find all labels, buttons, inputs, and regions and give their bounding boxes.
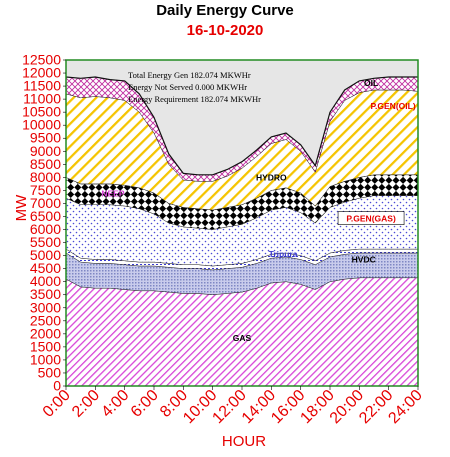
annotation-not-served: Energy Not Served 0.000 MKWHr: [128, 82, 247, 92]
x-axis-title: HOUR: [222, 433, 266, 450]
y-tick-label: 7000: [30, 195, 61, 211]
series-label-box: [337, 211, 405, 225]
y-tick-label: 1000: [30, 351, 61, 367]
x-tick-label: 4:00: [98, 387, 132, 421]
y-tick-label: 11500: [23, 78, 61, 94]
y-tick-label: 2000: [30, 325, 61, 341]
y-tick-label: 8000: [30, 169, 61, 185]
y-tick-label: 0: [53, 378, 61, 394]
chart-title: Daily Energy Curve: [156, 2, 294, 19]
series-label-gas: GAS: [233, 333, 252, 343]
y-tick-label: 7500: [30, 182, 61, 198]
series-label-tripura: Tripura: [269, 249, 298, 259]
annotation-total-gen: Total Energy Gen 182.074 MKWHr: [128, 70, 251, 80]
y-tick-label: 3500: [30, 286, 61, 302]
y-tick-label: 11000: [23, 91, 61, 107]
series-labels: GAS HVDC Tripura P.GEN(GAS) NEEP HYDRO P.GEN(O…: [101, 78, 415, 343]
total-line: [65, 76, 418, 176]
area-series-group: [65, 76, 419, 387]
y-axis: 0500100015002000250030003500400045005000…: [22, 52, 66, 394]
y-tick-label: 12500: [22, 52, 61, 68]
series-label-p-gen-gas: P.GEN(GAS): [346, 214, 396, 224]
x-tick-label: 24:00: [385, 387, 425, 427]
x-axis: 0:002:004:006:008:0010:0012:0014:0016:00…: [40, 386, 426, 427]
area-series-gas: [65, 277, 419, 387]
y-axis-title: MW: [13, 194, 30, 221]
y-tick-label: 1500: [30, 338, 61, 354]
y-tick-label: 6000: [30, 221, 61, 237]
series-label-p-gen-oil: P.GEN(OIL): [370, 101, 415, 111]
y-tick-label: 500: [38, 364, 62, 380]
series-label-hvdc: HVDC: [352, 254, 376, 264]
series-label-neep: NEEP: [101, 188, 124, 198]
y-tick-label: 5500: [30, 234, 61, 250]
series-label-oil: OIL: [364, 78, 378, 88]
y-tick-label: 4500: [30, 260, 61, 276]
annotation-requirement: Energy Requirement 182.074 MKWHr: [128, 94, 261, 104]
y-tick-label: 2500: [30, 312, 61, 328]
y-tick-label: 6500: [30, 208, 61, 224]
y-tick-label: 5000: [30, 247, 61, 263]
series-label-hydro: HYDRO: [256, 173, 287, 183]
y-tick-label: 9000: [30, 143, 61, 159]
chart-date: 16-10-2020: [186, 22, 264, 39]
y-tick-label: 10000: [22, 117, 61, 133]
y-tick-label: 4000: [30, 273, 61, 289]
y-tick-label: 12000: [22, 65, 61, 81]
y-tick-label: 8500: [30, 156, 61, 172]
y-tick-label: 9500: [30, 130, 61, 146]
y-tick-label: 3000: [30, 299, 61, 315]
x-tick-label: 0:00: [40, 387, 74, 421]
y-tick-label: 10500: [22, 104, 61, 120]
x-tick-label: 2:00: [69, 387, 103, 421]
x-tick-label: 6:00: [128, 387, 162, 421]
